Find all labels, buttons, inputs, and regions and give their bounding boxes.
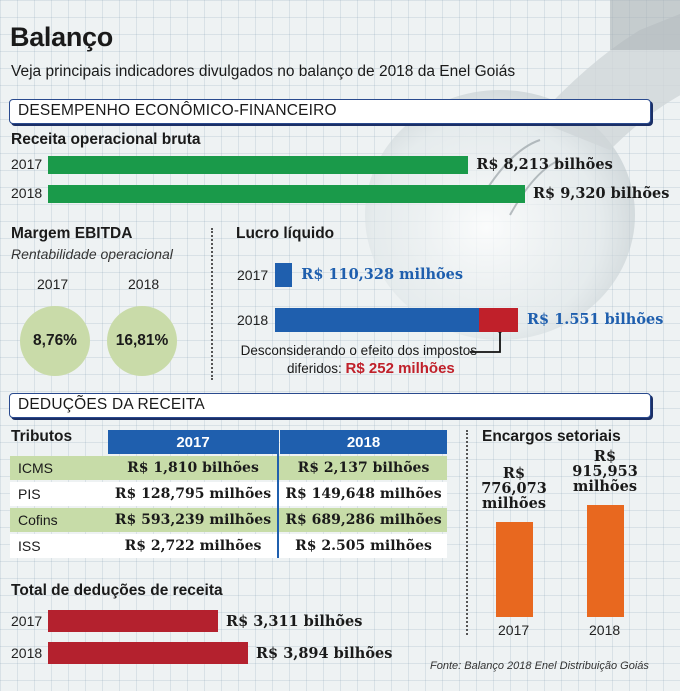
tributos-header-2018: 2018 [280,430,447,454]
table-row [10,508,447,532]
tributo-icms-2018: R$ 2,137 bilhões [297,460,430,476]
lucro-year-label: 2018 [237,312,269,328]
encargos-bar [587,505,624,617]
encargos-heading: Encargos setoriais [482,428,621,445]
tributo-cofins-2017: R$ 593,239 milhões [114,512,272,528]
margem-value-2017: 8,76% [33,332,77,349]
total-heading: Total de deduções de receita [11,582,223,599]
lucro-deferred-segment [478,308,518,332]
receita-value-label: R$ 8,213 bilhões [476,156,613,173]
encargos-value-label: R$ 915,953 milhões [565,449,645,494]
margem-heading: Margem EBITDA [11,225,133,242]
table-row [10,456,447,480]
divider-vertical [211,228,213,380]
total-bar [48,642,248,664]
encargos-value-line: 915,953 [572,463,638,480]
lucro-bar [275,308,518,332]
table-column-divider [277,430,279,558]
receita-year-label: 2017 [11,156,43,172]
total-year-label: 2018 [11,645,43,661]
encargos-value-line: 776,073 [481,480,547,498]
encargos-value-line: R$ [502,465,526,483]
lucro-value-label: R$ 110,328 milhões [301,266,464,283]
lucro-note-line2: diferidos: R$ 252 milhões [287,360,455,377]
lucro-value-label: R$ 1.551 bilhões [527,311,664,328]
tributo-pis-2017: R$ 128,795 milhões [114,486,272,502]
tributo-cofins-2018: R$ 689,286 milhões [285,512,442,528]
section-bar-desempenho: DESEMPENHO ECONÔMICO-FINANCEIRO [9,99,651,124]
table-row [10,534,447,558]
tributo-name-iss: ISS [18,538,41,554]
encargos-bar [496,522,533,617]
receita-heading: Receita operacional bruta [11,131,201,148]
encargos-year-label: 2018 [589,622,621,638]
lucro-bar [275,263,293,287]
tributo-iss-2018: R$ 2.505 milhões [295,538,432,554]
tributo-iss-2017: R$ 2,722 milhões [124,538,262,554]
total-year-label: 2017 [11,613,43,629]
receita-value-label: R$ 9,320 bilhões [533,185,670,202]
margem-circle-2017: 8,76% [20,306,90,376]
section-title-deducoes: DEDUÇÕES DA RECEITA [18,396,205,413]
total-bar [48,610,219,632]
lucro-heading: Lucro líquido [236,225,335,242]
encargos-value-label: R$ 776,073 milhões [474,466,554,511]
encargos-value-line: milhões [573,478,637,495]
page-subtitle: Veja principais indicadores divulgados n… [11,63,516,80]
section-title-desempenho: DESEMPENHO ECONÔMICO-FINANCEIRO [18,102,337,119]
lucro-note-value: R$ 252 milhões [345,360,455,377]
receita-year-label: 2018 [11,185,43,201]
section-bar-deducoes: DEDUÇÕES DA RECEITA [9,393,651,418]
source-note: Fonte: Balanço 2018 Enel Distribuição Go… [430,660,649,672]
tributo-name-pis: PIS [18,486,41,502]
margem-year-2018: 2018 [128,276,160,292]
total-value-label: R$ 3,894 bilhões [256,645,393,662]
divider-vertical-encargos [466,430,468,635]
tributo-name-icms: ICMS [18,460,53,476]
total-value-label: R$ 3,311 bilhões [226,613,363,630]
receita-bar [48,156,469,174]
margem-value-2018: 16,81% [115,332,169,349]
tributo-name-cofins: Cofins [18,512,58,528]
lucro-note-label: diferidos: [287,361,342,376]
margem-circle-2018: 16,81% [107,306,177,376]
encargos-value-line: milhões [482,495,546,513]
page-title: Balanço [10,22,113,52]
lucro-year-label: 2017 [237,267,269,283]
tributos-heading: Tributos [11,428,73,445]
lucro-note-line1: Desconsiderando o efeito dos impostos [240,343,477,358]
receita-bar [48,185,525,203]
encargos-value-line: R$ [593,448,617,465]
tributo-icms-2017: R$ 1,810 bilhões [127,460,259,476]
margem-year-2017: 2017 [37,276,69,292]
table-row [10,482,447,506]
encargos-year-label: 2017 [498,622,530,638]
tributos-header-2017: 2017 [108,430,278,454]
tributo-pis-2018: R$ 149,648 milhões [285,486,442,502]
margem-subheading: Rentabilidade operacional [11,246,173,262]
